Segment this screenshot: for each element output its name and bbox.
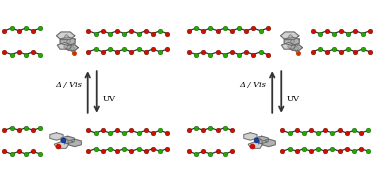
Polygon shape: [284, 37, 299, 45]
Polygon shape: [65, 45, 78, 50]
Polygon shape: [50, 133, 63, 140]
Polygon shape: [68, 139, 81, 146]
Polygon shape: [248, 142, 263, 148]
Polygon shape: [262, 139, 275, 146]
Polygon shape: [60, 37, 75, 45]
Text: Δ / Vis: Δ / Vis: [55, 81, 82, 89]
Text: Δ / Vis: Δ / Vis: [240, 81, 266, 89]
Text: UV: UV: [102, 95, 115, 103]
Polygon shape: [54, 142, 69, 148]
Polygon shape: [281, 43, 296, 49]
Polygon shape: [61, 136, 74, 144]
Polygon shape: [289, 45, 302, 50]
Polygon shape: [280, 32, 299, 40]
Polygon shape: [255, 136, 268, 144]
Text: UV: UV: [287, 95, 300, 103]
Polygon shape: [244, 133, 257, 140]
Polygon shape: [57, 43, 72, 49]
Polygon shape: [56, 32, 75, 40]
